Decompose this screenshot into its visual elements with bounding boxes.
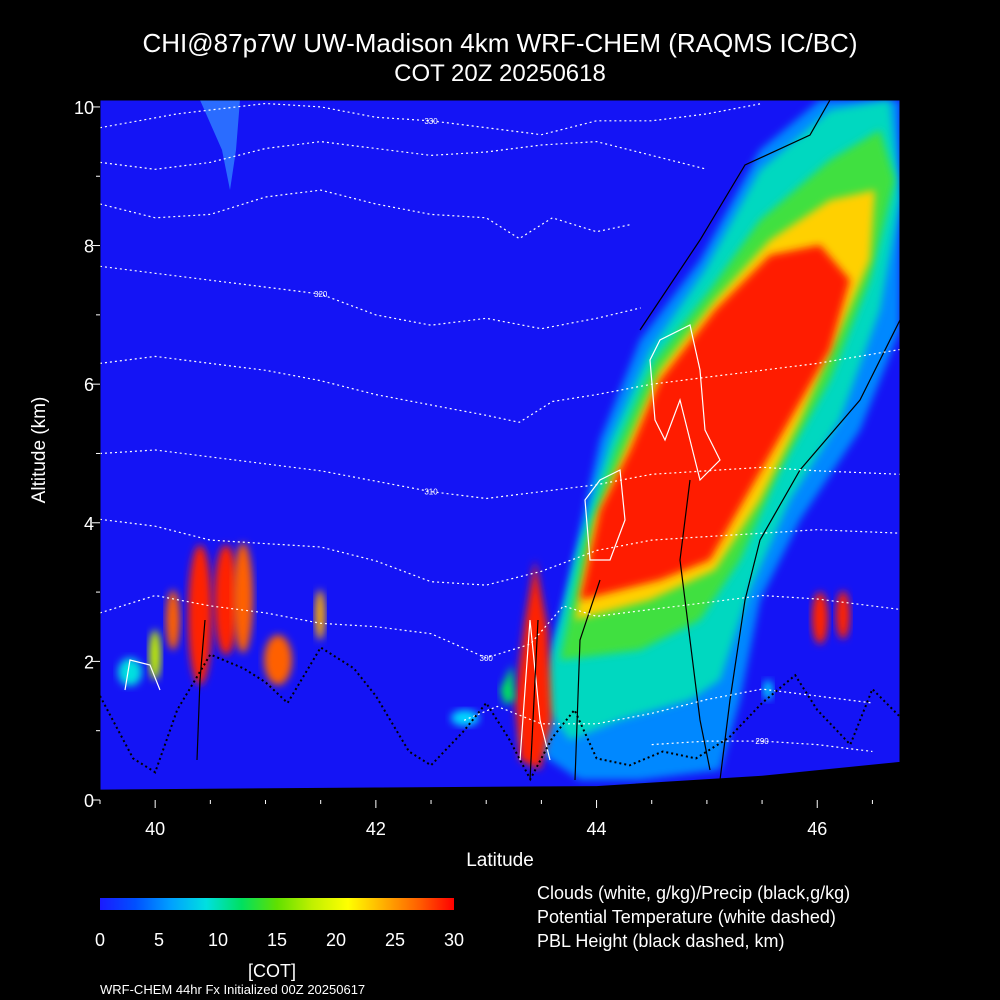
y-tick-label: 2: [84, 652, 94, 672]
colorbar-tick-label: 25: [385, 930, 405, 950]
terrain-fill: [100, 761, 900, 800]
colorbar-gradient: [100, 898, 454, 910]
plot-area: 330 320 310 300 290: [100, 100, 900, 800]
theta-contour-6: [100, 518, 900, 586]
theta-contour-3: [100, 265, 641, 330]
y-tick-label: 0: [84, 791, 94, 811]
cot-upper-streak: [200, 100, 240, 190]
colorbar-tick-label: 30: [444, 930, 464, 950]
colorbar-tick-label: 5: [154, 930, 164, 950]
theta-contours: 330 320 310 300 290: [100, 102, 900, 753]
x-tick-label: 42: [366, 819, 386, 839]
y-axis-label: Altitude (km): [29, 397, 50, 504]
theta-contour-label: 290: [755, 737, 769, 746]
legend-item-theta: Potential Temperature (white dashed): [537, 907, 836, 927]
y-tick-label: 10: [74, 98, 94, 118]
theta-contour-0: [100, 102, 763, 136]
x-tick-label: 40: [145, 819, 165, 839]
theta-contour-1: [100, 140, 708, 170]
theta-contour-2: [100, 189, 630, 240]
theta-contour-label: 320: [314, 290, 328, 299]
terrain: [100, 761, 900, 800]
colorbar-tick-label: 15: [267, 930, 287, 950]
colorbar-label: [COT]: [248, 961, 296, 981]
chart-subtitle: COT 20Z 20250618: [394, 60, 606, 87]
theta-contour-9: [651, 740, 873, 753]
theta-contour-label: 310: [424, 488, 438, 497]
precip-contours: [196, 100, 900, 781]
legend: Clouds (white, g/kg)/Precip (black,g/kg)…: [537, 883, 850, 951]
colorbar-tick-label: 0: [95, 930, 105, 950]
y-tick-label: 4: [84, 514, 94, 534]
cot-left-cells: [118, 543, 850, 726]
colorbar-tick-label: 10: [208, 930, 228, 950]
theta-contour-label: 300: [480, 654, 494, 663]
theta-contour-label: 330: [424, 117, 438, 126]
legend-item-pbl: PBL Height (black dashed, km): [537, 931, 784, 951]
theta-contour-7: [100, 594, 900, 659]
legend-item-clouds: Clouds (white, g/kg)/Precip (black,g/kg): [537, 883, 850, 903]
plot-frame: [99, 99, 901, 801]
x-tick-label: 46: [807, 819, 827, 839]
colorbar: 0 5 10 15 20 25 30 [COT]: [95, 898, 464, 981]
footer-note: WRF-CHEM 44hr Fx Initialized 00Z 2025061…: [100, 982, 365, 997]
y-tick-label: 8: [84, 237, 94, 257]
chart-title: CHI@87p7W UW-Madison 4km WRF-CHEM (RAQMS…: [143, 28, 858, 58]
colorbar-tick-label: 20: [326, 930, 346, 950]
x-tick-label: 44: [587, 819, 607, 839]
y-tick-label: 6: [84, 375, 94, 395]
theta-contour-8: [463, 688, 873, 725]
x-axis-label: Latitude: [466, 850, 534, 871]
